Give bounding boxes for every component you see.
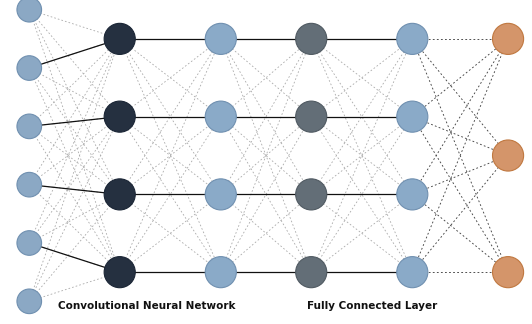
Circle shape (104, 257, 135, 288)
Circle shape (397, 257, 428, 288)
Circle shape (493, 257, 523, 288)
Circle shape (205, 257, 236, 288)
Circle shape (104, 101, 135, 132)
Circle shape (397, 179, 428, 210)
Circle shape (296, 257, 327, 288)
Circle shape (17, 56, 41, 80)
Circle shape (17, 231, 41, 255)
Circle shape (397, 101, 428, 132)
Circle shape (17, 0, 41, 22)
Circle shape (104, 179, 135, 210)
Circle shape (205, 179, 236, 210)
Circle shape (296, 101, 327, 132)
Text: Convolutional Neural Network: Convolutional Neural Network (57, 301, 235, 311)
Circle shape (296, 179, 327, 210)
Circle shape (17, 172, 41, 197)
Circle shape (493, 23, 523, 54)
Circle shape (493, 140, 523, 171)
Text: Fully Connected Layer: Fully Connected Layer (307, 301, 437, 311)
Circle shape (205, 101, 236, 132)
Circle shape (104, 23, 135, 54)
Circle shape (17, 114, 41, 139)
Circle shape (296, 23, 327, 54)
Circle shape (205, 23, 236, 54)
Circle shape (17, 289, 41, 314)
Circle shape (397, 23, 428, 54)
